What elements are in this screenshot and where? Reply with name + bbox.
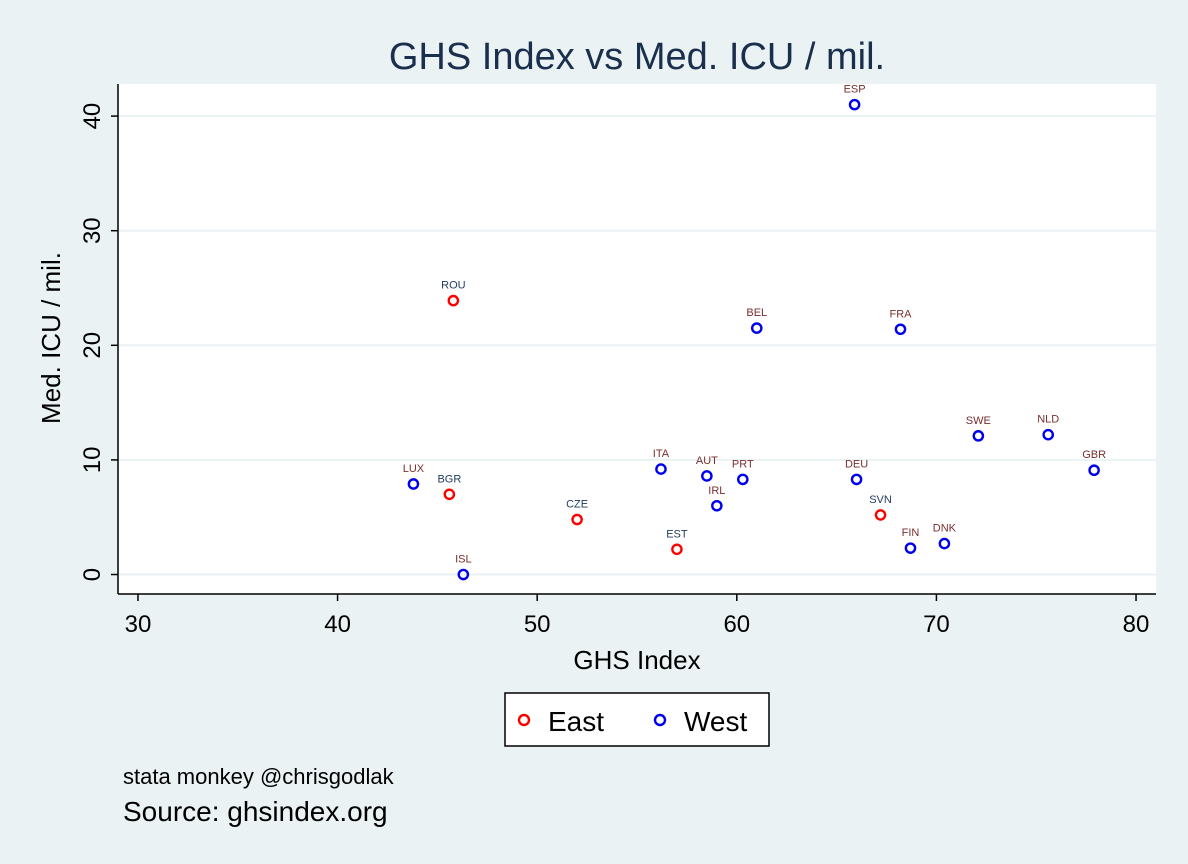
point-prt (736, 473, 749, 486)
point-label-nld: NLD (1037, 414, 1059, 426)
x-tick-label: 60 (723, 611, 750, 638)
point-label-dnk: DNK (933, 523, 957, 535)
point-label-aut: AUT (696, 455, 718, 467)
point-esp (848, 98, 861, 111)
gridlines (118, 115, 1156, 576)
point-deu (850, 473, 863, 486)
point-label-irl: IRL (708, 485, 725, 497)
point-label-fin: FIN (902, 527, 920, 539)
point-label-bel: BEL (746, 307, 767, 319)
y-tick-label: 0 (79, 568, 106, 581)
point-swe (972, 430, 985, 442)
point-fin (904, 542, 917, 554)
point-label-lux: LUX (403, 463, 425, 475)
y-tick-label: 10 (79, 447, 106, 474)
credit-note: stata monkey @chrisgodlak (123, 764, 394, 789)
x-tick-label: 70 (923, 611, 950, 638)
point-label-bgr: BGR (437, 473, 461, 485)
legend-marker-west (653, 713, 667, 727)
point-aut (701, 470, 713, 482)
point-irl (711, 499, 723, 512)
chart-title: GHS Index vs Med. ICU / mil. (389, 36, 885, 78)
x-tick-label: 40 (324, 611, 351, 638)
point-fra (894, 323, 907, 336)
point-nld (1042, 428, 1055, 441)
point-label-ita: ITA (653, 448, 670, 460)
source-note: Source: ghsindex.org (123, 796, 388, 827)
point-label-gbr: GBR (1082, 449, 1106, 461)
plot-area (118, 84, 1156, 594)
point-svn (874, 509, 887, 521)
point-label-deu: DEU (845, 458, 868, 470)
axes: 0 10 20 30 40 30 40 50 60 70 80 (79, 84, 1156, 638)
legend-label-west: West (684, 706, 747, 737)
legend: East West (504, 692, 770, 747)
point-dnk (938, 537, 951, 550)
point-rou (447, 294, 460, 307)
point-bel (750, 322, 763, 334)
legend-marker-east (517, 713, 531, 727)
y-tick-label: 30 (79, 217, 106, 244)
x-axis-title: GHS Index (573, 645, 700, 675)
point-ita (655, 463, 667, 475)
data-points (407, 98, 1100, 581)
point-label-fra: FRA (889, 308, 912, 320)
point-lux (407, 478, 420, 490)
point-label-isl: ISL (455, 554, 472, 566)
x-tick-label: 30 (125, 611, 152, 638)
legend-box (504, 692, 770, 747)
point-est (671, 543, 683, 556)
y-axis-title: Med. ICU / mil. (36, 252, 66, 424)
point-label-svn: SVN (869, 494, 892, 506)
x-tick-label: 50 (524, 611, 551, 638)
y-tick-label: 40 (79, 103, 106, 130)
point-label-esp: ESP (844, 84, 866, 96)
x-tick-label: 80 (1123, 611, 1150, 638)
point-isl (457, 568, 470, 581)
point-gbr (1088, 464, 1100, 477)
point-label-prt: PRT (732, 458, 754, 470)
point-label-rou: ROU (441, 280, 466, 292)
point-label-swe: SWE (966, 415, 991, 427)
legend-label-east: East (548, 706, 604, 737)
point-labels: ROU BGR CZE EST SVN ESP BEL FRA SWE NLD GBR LUX ITA A… (403, 84, 1106, 566)
point-label-cze: CZE (566, 499, 588, 511)
y-tick-label: 20 (79, 332, 106, 359)
point-label-est: EST (666, 528, 688, 540)
point-cze (571, 513, 583, 526)
point-bgr (443, 488, 456, 501)
